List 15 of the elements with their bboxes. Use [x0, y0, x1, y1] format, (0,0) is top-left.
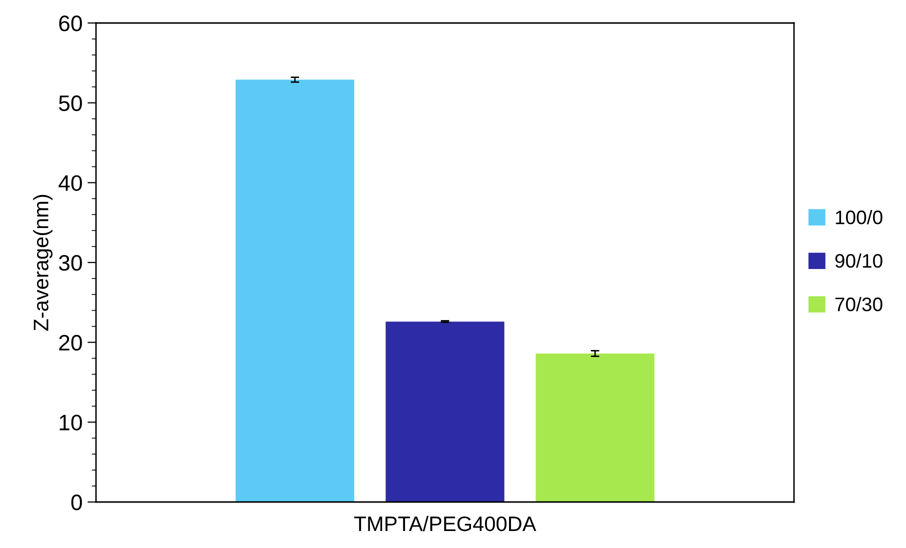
y-tick-label: 50	[58, 95, 82, 112]
y-tick-label: 0	[71, 494, 82, 510]
y-tick-label: 20	[59, 334, 82, 351]
legend-label: 90/10	[835, 253, 882, 268]
bar	[236, 80, 354, 502]
bar	[386, 322, 504, 502]
y-tick-label: 30	[58, 255, 82, 271]
y-tick-label: 40	[58, 175, 82, 191]
y-tick-label: 60	[59, 16, 82, 32]
y-tick-label: 10	[60, 414, 82, 430]
bar	[536, 354, 654, 502]
x-tick-label: TMPTA/PEG400DA	[354, 516, 536, 532]
legend-label: 100/0	[836, 210, 882, 224]
legend-label: 70/30	[835, 296, 882, 312]
y-axis-title: Z-average(nm)	[33, 194, 53, 331]
